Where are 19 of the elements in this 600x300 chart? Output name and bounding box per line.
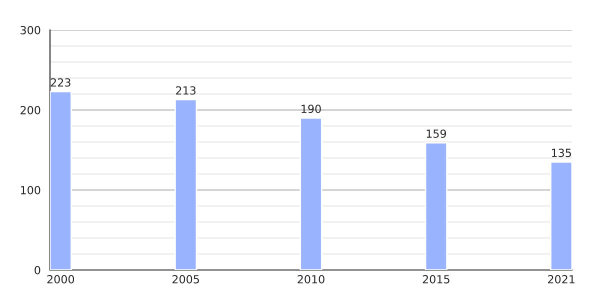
- bar: [424, 142, 448, 270]
- y-tick-label: 0: [34, 266, 40, 274]
- bar: [50, 90, 72, 270]
- data-label: 159: [426, 129, 446, 138]
- x-tick-label: 2005: [172, 275, 199, 284]
- bar: [300, 117, 322, 270]
- data-label: 223: [50, 78, 70, 87]
- x-tick-label: 2000: [47, 275, 74, 284]
- x-tick-label: 2010: [298, 275, 324, 284]
- data-label: 135: [552, 148, 571, 158]
- y-tick-label: 100: [20, 186, 40, 194]
- y-tick-label: 200: [20, 106, 40, 114]
- bar: [550, 161, 572, 270]
- y-tick-label: 300: [20, 26, 40, 34]
- data-label: 213: [176, 86, 196, 95]
- data-label: 190: [302, 104, 321, 114]
- x-tick-label: 2021: [548, 275, 574, 284]
- bar: [174, 98, 198, 270]
- x-tick-label: 2015: [422, 275, 450, 284]
